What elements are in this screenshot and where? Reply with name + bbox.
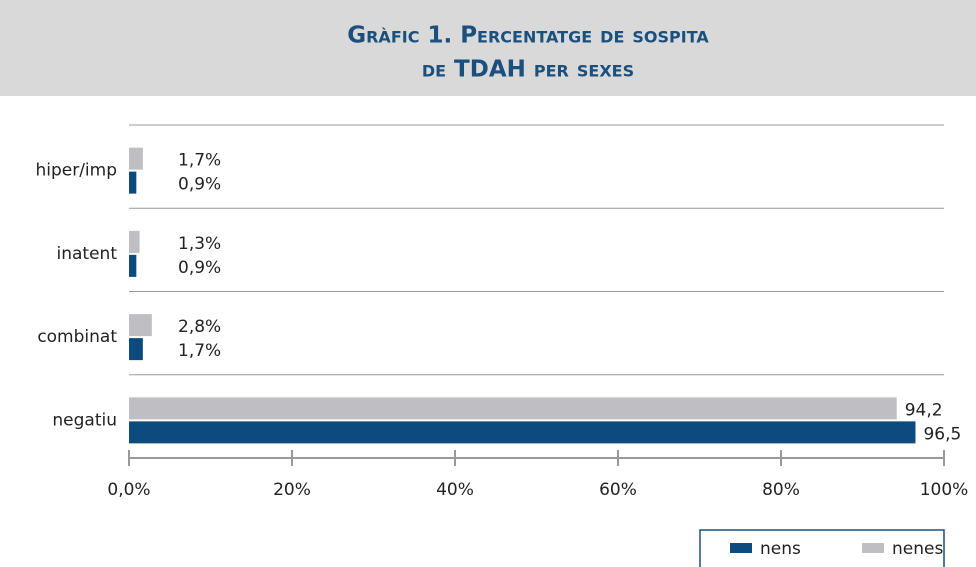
x-tick-label: 100%: [920, 480, 969, 500]
value-label: 0,9%: [178, 258, 221, 278]
value-label: 1,3%: [178, 234, 221, 254]
legend-label: nenes: [892, 539, 943, 559]
header-band: [0, 0, 976, 96]
y-tick-label: inatent: [57, 244, 118, 264]
bar: [129, 254, 137, 277]
legend-swatch: [730, 543, 752, 553]
bar: [129, 171, 137, 194]
chart-title: Gràfic 1. Percentatge de sospita: [347, 23, 709, 49]
value-label: 94,2: [905, 400, 943, 420]
value-label: 96,5: [923, 424, 961, 444]
x-tick-label: 80%: [762, 480, 800, 500]
bar: [129, 230, 140, 253]
y-tick-label: negatiu: [52, 410, 117, 430]
value-label: 2,8%: [178, 317, 221, 337]
value-label: 0,9%: [178, 175, 221, 195]
x-tick-label: 20%: [273, 480, 311, 500]
bar: [129, 421, 916, 444]
chart-title: de TDAH per sexes: [422, 57, 634, 83]
legend-swatch: [862, 543, 884, 553]
value-label: 1,7%: [178, 151, 221, 171]
x-tick-label: 0,0%: [107, 480, 150, 500]
bar: [129, 338, 143, 361]
bar: [129, 314, 152, 337]
value-label: 1,7%: [178, 341, 221, 361]
x-tick-label: 40%: [436, 480, 474, 500]
x-tick-label: 60%: [599, 480, 637, 500]
legend-label: nens: [760, 539, 801, 559]
y-tick-label: combinat: [37, 327, 117, 347]
bar: [129, 397, 897, 420]
bar: [129, 147, 143, 170]
y-tick-label: hiper/imp: [35, 161, 117, 181]
